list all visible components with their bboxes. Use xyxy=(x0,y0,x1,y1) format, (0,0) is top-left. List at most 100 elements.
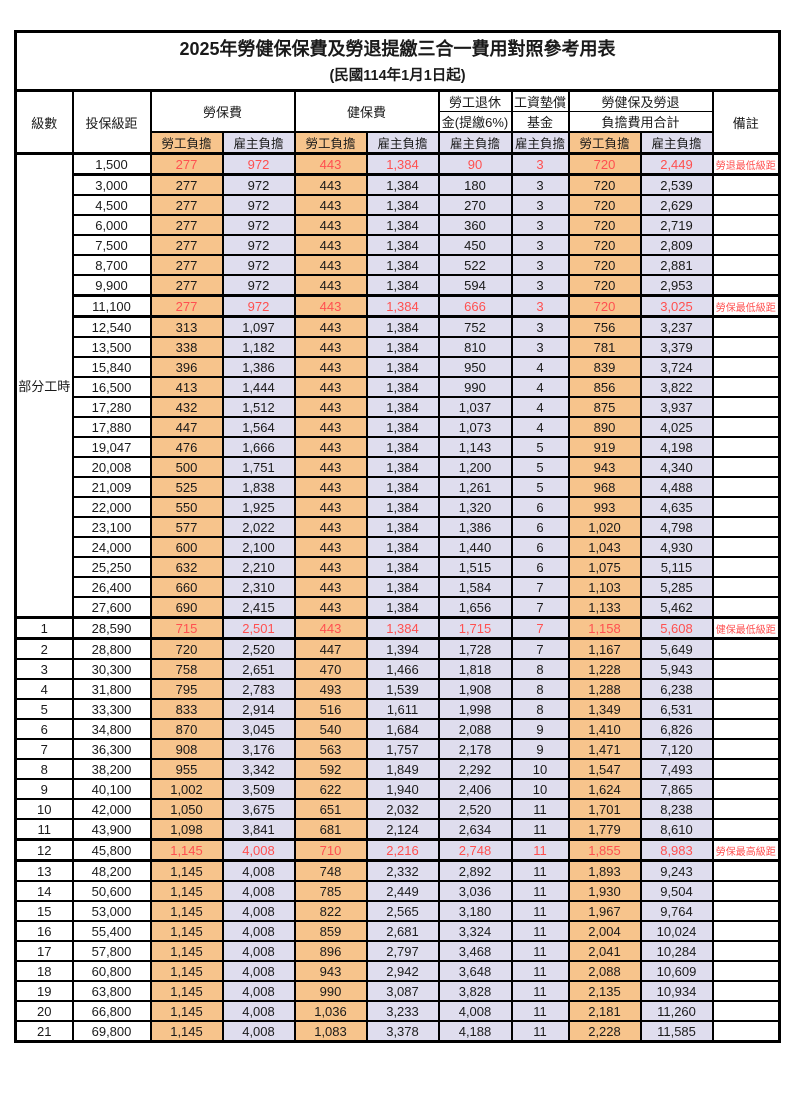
cell-fund-employer: 7 xyxy=(510,616,570,640)
cell-level: 9 xyxy=(14,778,74,800)
cell-level: 8 xyxy=(14,758,74,780)
cell-fund-employer: 9 xyxy=(510,738,570,760)
cell-total-employee: 781 xyxy=(567,336,642,358)
cell-pension-employer: 1,656 xyxy=(437,596,513,619)
cell-bracket: 50,600 xyxy=(71,880,152,902)
cell-total-employee: 720 xyxy=(567,274,642,297)
cell-health-employee: 990 xyxy=(293,980,368,1002)
cell-health-employee: 443 xyxy=(293,576,368,598)
subheader-total-employer: 雇主負擔 xyxy=(639,131,714,155)
cell-total-employee: 1,158 xyxy=(567,616,642,640)
cell-total-employer: 3,822 xyxy=(639,376,714,398)
cell-health-employer: 1,384 xyxy=(365,274,440,297)
cell-health-employer: 1,384 xyxy=(365,476,440,498)
cell-health-employee: 470 xyxy=(293,658,368,680)
cell-health-employer: 1,384 xyxy=(365,254,440,276)
cell-health-employee: 710 xyxy=(293,838,368,862)
cell-labor-employer: 4,008 xyxy=(221,980,296,1002)
cell-health-employer: 1,466 xyxy=(365,658,440,680)
cell-labor-employer: 972 xyxy=(221,274,296,297)
cell-health-employee: 1,036 xyxy=(293,1000,368,1022)
cell-health-employee: 943 xyxy=(293,960,368,982)
header-row-group: 級數 投保級距 勞保費 健保費 勞工退休 工資墊償 勞健保及勞退 備註 xyxy=(14,89,781,155)
cell-labor-employee: 758 xyxy=(149,658,224,680)
cell-total-employer: 4,488 xyxy=(639,476,714,498)
col-header-total-line1: 勞健保及勞退 xyxy=(567,89,714,112)
cell-fund-employer: 10 xyxy=(510,778,570,800)
cell-bracket: 31,800 xyxy=(71,678,152,700)
col-header-pension-line2: 金(提繳6%) xyxy=(437,111,513,133)
cell-fund-employer: 11 xyxy=(510,1000,570,1022)
cell-bracket: 28,800 xyxy=(71,637,152,660)
cell-total-employee: 919 xyxy=(567,436,642,458)
cell-health-employer: 1,384 xyxy=(365,416,440,438)
cell-level: 11 xyxy=(14,818,74,841)
cell-labor-employee: 1,145 xyxy=(149,1000,224,1022)
cell-total-employee: 720 xyxy=(567,234,642,256)
cell-total-employee: 1,075 xyxy=(567,556,642,578)
cell-health-employer: 1,684 xyxy=(365,718,440,740)
cell-note xyxy=(711,798,781,820)
cell-total-employer: 4,635 xyxy=(639,496,714,518)
cell-note xyxy=(711,336,781,358)
cell-total-employer: 5,943 xyxy=(639,658,714,680)
cell-note xyxy=(711,516,781,538)
cell-fund-employer: 9 xyxy=(510,718,570,740)
cell-labor-employee: 1,050 xyxy=(149,798,224,820)
cell-labor-employer: 972 xyxy=(221,254,296,276)
cell-labor-employer: 972 xyxy=(221,214,296,236)
table-row: 15 53,000 1,145 4,008 822 2,565 3,180 11 1,967 9,… xyxy=(14,900,781,922)
cell-total-employer: 8,238 xyxy=(639,798,714,820)
cell-level: 6 xyxy=(14,718,74,740)
cell-note xyxy=(711,940,781,962)
cell-labor-employee: 277 xyxy=(149,194,224,216)
cell-fund-employer: 4 xyxy=(510,416,570,438)
cell-note xyxy=(711,738,781,760)
cell-health-employer: 1,384 xyxy=(365,376,440,398)
cell-total-employer: 11,260 xyxy=(639,1000,714,1022)
cell-total-employer: 3,025 xyxy=(639,294,714,318)
cell-health-employee: 592 xyxy=(293,758,368,780)
cell-labor-employer: 4,008 xyxy=(221,920,296,942)
cell-pension-employer: 2,520 xyxy=(437,798,513,820)
table-row: 20 66,800 1,145 4,008 1,036 3,233 4,008 11 2,181… xyxy=(14,1000,781,1022)
page-title: 2025年勞健保保費及勞退提繳三合一費用對照參考用表 xyxy=(179,39,616,59)
cell-note xyxy=(711,396,781,418)
cell-labor-employee: 1,002 xyxy=(149,778,224,800)
cell-total-employee: 1,228 xyxy=(567,658,642,680)
cell-labor-employee: 1,145 xyxy=(149,859,224,882)
cell-labor-employee: 577 xyxy=(149,516,224,538)
cell-fund-employer: 11 xyxy=(510,1020,570,1043)
cell-total-employee: 720 xyxy=(567,294,642,318)
cell-total-employer: 2,953 xyxy=(639,274,714,297)
cell-pension-employer: 752 xyxy=(437,315,513,338)
cell-total-employee: 2,088 xyxy=(567,960,642,982)
cell-health-employer: 1,384 xyxy=(365,436,440,458)
cell-health-employee: 681 xyxy=(293,818,368,841)
cell-health-employer: 1,394 xyxy=(365,637,440,660)
title-cell: 2025年勞健保保費及勞退提繳三合一費用對照參考用表 (民國114年1月1日起) xyxy=(14,30,781,92)
cell-health-employee: 443 xyxy=(293,456,368,478)
cell-note: 勞退最低級距 xyxy=(711,152,781,176)
cell-labor-employer: 3,342 xyxy=(221,758,296,780)
cell-total-employer: 6,826 xyxy=(639,718,714,740)
cell-note xyxy=(711,376,781,398)
cell-fund-employer: 8 xyxy=(510,658,570,680)
cell-pension-employer: 810 xyxy=(437,336,513,358)
cell-fund-employer: 7 xyxy=(510,576,570,598)
premium-reference-table: 2025年勞健保保費及勞退提繳三合一費用對照參考用表 (民國114年1月1日起)… xyxy=(14,30,782,1043)
cell-bracket: 40,100 xyxy=(71,778,152,800)
subheader-health-employer: 雇主負擔 xyxy=(365,131,440,155)
cell-total-employee: 1,043 xyxy=(567,536,642,558)
cell-labor-employee: 277 xyxy=(149,173,224,196)
cell-health-employee: 443 xyxy=(293,556,368,578)
cell-note xyxy=(711,476,781,498)
table-row: 7,500 277 972 443 1,384 450 3 720 2,809 xyxy=(16,234,781,256)
cell-health-employee: 516 xyxy=(293,698,368,720)
cell-health-employee: 493 xyxy=(293,678,368,700)
cell-labor-employer: 2,210 xyxy=(221,556,296,578)
cell-note xyxy=(711,678,781,700)
cell-pension-employer: 2,178 xyxy=(437,738,513,760)
cell-labor-employee: 413 xyxy=(149,376,224,398)
cell-pension-employer: 594 xyxy=(437,274,513,297)
